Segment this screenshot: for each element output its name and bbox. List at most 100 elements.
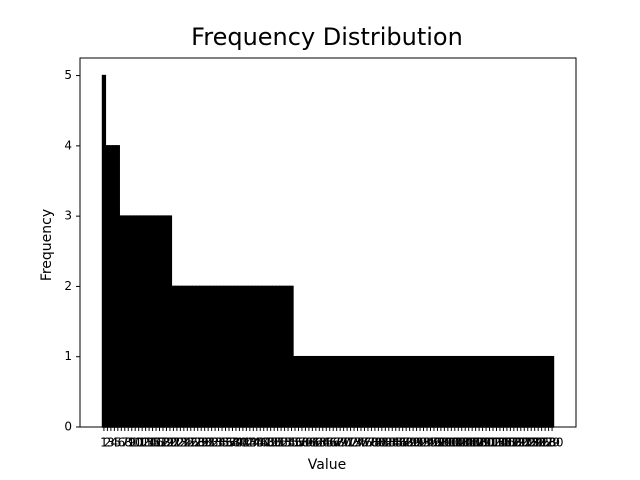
bar: [119, 215, 124, 428]
x-tick-label: 47: [256, 436, 271, 450]
x-tick-label: 111: [475, 436, 498, 450]
bar: [160, 215, 166, 428]
x-tick-label: 32: [204, 436, 219, 450]
x-tick-label: 63: [312, 436, 327, 450]
x-tick-label: 58: [294, 436, 309, 450]
x-tick-label: 101: [440, 436, 463, 450]
x-tick-label: 123: [516, 436, 539, 450]
bar: [470, 355, 475, 428]
x-tick-label: 19: [159, 436, 174, 450]
x-tick-label: 67: [326, 436, 341, 450]
y-tick-label: 5: [64, 68, 72, 82]
bar: [258, 285, 263, 428]
y-tick-label: 4: [64, 138, 72, 152]
x-tick-label: 120: [506, 436, 529, 450]
x-tick-label: 130: [541, 436, 564, 450]
bar: [112, 145, 117, 428]
x-tick-label: 11: [131, 436, 146, 450]
x-tick-label: 27: [187, 436, 202, 450]
x-tick-label: 104: [450, 436, 473, 450]
x-tick-label: 107: [461, 436, 484, 450]
bar: [195, 285, 200, 428]
bar: [449, 355, 454, 428]
bar: [265, 285, 270, 428]
x-tick-label: 82: [378, 436, 393, 450]
bar: [171, 285, 176, 428]
x-tick-label: 15: [145, 436, 160, 450]
x-tick-label: 128: [534, 436, 557, 450]
x-tick-label: 108: [464, 436, 487, 450]
bar: [219, 285, 225, 428]
x-tick-label: 7: [121, 436, 129, 450]
bar: [497, 355, 503, 428]
bar: [272, 285, 277, 428]
bar: [542, 355, 548, 428]
bar: [348, 355, 353, 428]
bar: [365, 355, 371, 428]
x-tick-label: 49: [263, 436, 278, 450]
bar: [324, 355, 329, 428]
x-tick-label: 44: [246, 436, 261, 450]
x-tick-label: 28: [190, 436, 205, 450]
bar: [424, 355, 430, 428]
bar: [331, 355, 336, 428]
bar: [299, 355, 305, 428]
bar: [445, 355, 450, 428]
x-tick-label: 45: [249, 436, 264, 450]
bar: [317, 355, 322, 428]
bar: [525, 355, 530, 428]
x-tick-label: 83: [381, 436, 396, 450]
y-tick-label: 1: [64, 349, 72, 363]
bar: [372, 355, 378, 428]
bar: [268, 285, 273, 428]
bar: [303, 355, 308, 428]
x-tick-label: 106: [457, 436, 480, 450]
x-tick-label: 112: [478, 436, 501, 450]
x-tick-label: 98: [433, 436, 448, 450]
x-tick-label: 8: [124, 436, 132, 450]
bar: [344, 355, 350, 428]
bar: [508, 355, 513, 428]
x-tick-label: 61: [305, 436, 320, 450]
bar: [473, 355, 478, 428]
x-tick-label: 4: [111, 436, 119, 450]
bar: [164, 215, 169, 428]
x-tick-label: 23: [173, 436, 188, 450]
bar: [466, 355, 471, 428]
x-tick-label: 66: [322, 436, 337, 450]
bar: [313, 355, 318, 428]
x-tick-label: 64: [315, 436, 330, 450]
x-tick-label: 71: [339, 436, 354, 450]
x-tick-label: 100: [436, 436, 459, 450]
bar: [226, 285, 232, 428]
x-tick-label: 125: [523, 436, 546, 450]
bar: [383, 355, 388, 428]
x-tick-label: 37: [221, 436, 236, 450]
bar: [515, 355, 520, 428]
bar: [400, 355, 405, 428]
bar: [483, 355, 489, 428]
bar: [355, 355, 360, 428]
x-tick-label: 79: [367, 436, 382, 450]
x-tick-label: 56: [287, 436, 302, 450]
x-tick-label: 40: [232, 436, 247, 450]
bar: [487, 355, 492, 428]
x-tick-label: 62: [308, 436, 323, 450]
bar: [358, 355, 364, 428]
bar: [185, 285, 190, 428]
x-tick-label: 116: [492, 436, 515, 450]
x-tick-label: 94: [419, 436, 434, 450]
x-tick-label: 73: [346, 436, 361, 450]
bar: [341, 355, 346, 428]
x-tick-label: 52: [273, 436, 288, 450]
x-tick-label: 78: [364, 436, 379, 450]
bar: [251, 285, 256, 428]
bar: [289, 285, 294, 428]
x-tick-label: 30: [197, 436, 212, 450]
bar: [376, 355, 381, 428]
bar: [379, 355, 384, 428]
bar: [442, 355, 447, 428]
bar: [306, 355, 312, 428]
bar: [133, 215, 138, 428]
x-tick-label: 35: [214, 436, 229, 450]
